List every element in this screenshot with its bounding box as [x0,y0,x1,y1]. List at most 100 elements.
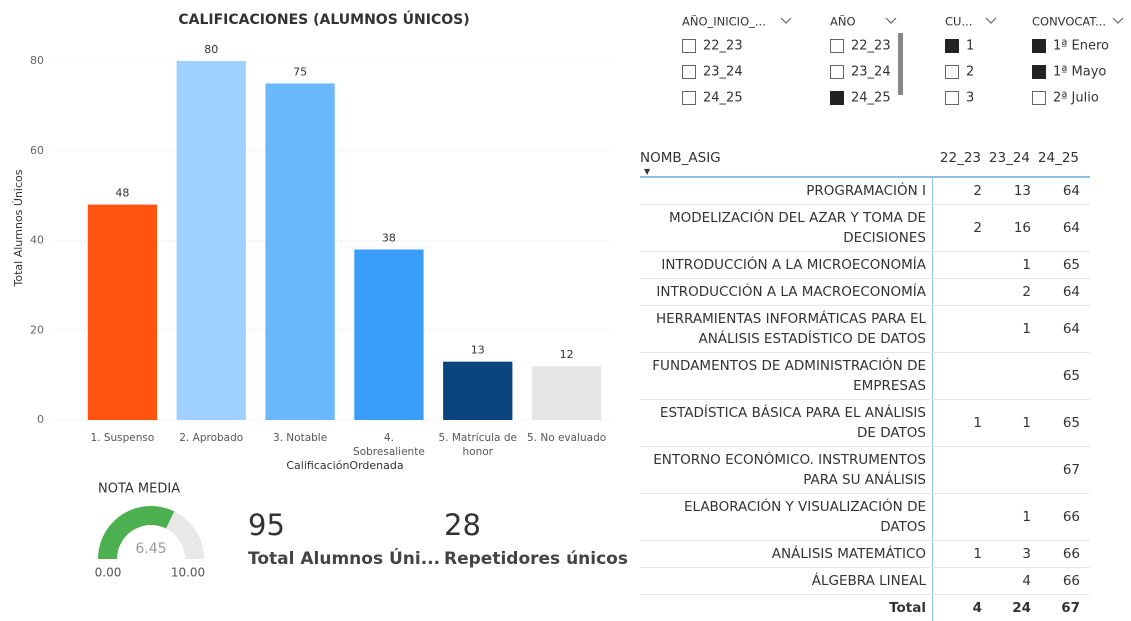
gauge-value: 6.45 [135,541,166,557]
cell-value: 1 [1022,415,1031,431]
slicer-header: AÑO_INICIO_... [682,14,766,29]
slicer-item: 2ª Julio [1053,91,1099,106]
cell-value: 66 [1062,546,1080,562]
data-label: 75 [293,65,307,78]
row-name: ELABORACIÓN Y VISUALIZACIÓN DE DATOS [640,494,933,540]
total-value: 67 [1061,600,1080,616]
card-label: Total Alumnos Úni... [248,547,440,569]
header-row: NOMB_ASIG ▼ 22_23 23_24 24_25 [640,140,1090,178]
cell-value: 64 [1062,321,1080,337]
y-tick-label: 40 [30,234,44,247]
y-axis-label: Total Alumnos Únicos [12,169,25,287]
y-tick-label: 60 [30,144,44,157]
chevrons [780,17,1124,24]
gauge-title: NOTA MEDIA [98,482,180,497]
cell-value: 67 [1062,462,1080,478]
row-name: ANÁLISIS MATEMÁTICO [640,541,933,567]
table-row: HERRAMIENTAS INFORMÁTICAS PARA EL ANÁLIS… [640,306,1090,353]
table-row: ESTADÍSTICA BÁSICA PARA EL ANÁLISIS DE D… [640,400,1090,447]
slicer-header: CONVOCAT... [1032,15,1106,29]
cell-value: 3 [1022,546,1031,562]
total-row: Total 4 24 67 [640,595,1090,621]
cell-value: 2 [973,183,982,199]
row-name: MODELIZACIÓN DEL AZAR Y TOMA DE DECISION… [640,205,933,251]
slicer-item: 1ª Enero [1053,39,1109,54]
column-header: 23_24 [988,150,1030,166]
data-label: 38 [382,231,396,244]
total-value: 24 [1012,600,1031,616]
cell-value: 66 [1062,509,1080,525]
checkbox[interactable] [1032,39,1046,53]
checkbox[interactable] [682,39,696,53]
checkbox[interactable] [1032,65,1046,79]
checkbox[interactable] [945,65,959,79]
checkbox[interactable] [830,65,844,79]
slicer-item: 2 [966,65,974,80]
cell-value: 1 [1022,257,1031,273]
table-row: ENTORNO ECONÓMICO. INSTRUMENTOS PARA SU … [640,447,1090,494]
gauge-track [165,511,204,559]
chevron[interactable] [985,17,997,24]
row-name: INTRODUCCIÓN A LA MACROECONOMÍA [640,279,933,305]
checkbox[interactable] [682,65,696,79]
cell-value: 64 [1062,220,1080,236]
checkbox[interactable] [830,39,844,53]
cell-value: 2 [973,220,982,236]
scrollbar[interactable] [898,33,903,95]
column-header: 24_25 [1037,150,1079,166]
column-header: 22_23 [939,150,981,166]
x-tick-label: 4. Sobresaliente [353,432,425,458]
checkbox[interactable] [1032,91,1046,105]
slicer-item: 22_23 [851,39,891,54]
row-name: ESTADÍSTICA BÁSICA PARA EL ANÁLISIS DE D… [640,400,933,446]
card-value: 95 [248,508,285,542]
row-name: ENTORNO ECONÓMICO. INSTRUMENTOS PARA SU … [640,447,933,493]
x-tick-label: 3. Notable [273,432,327,444]
slicer-item: 23_24 [851,65,891,80]
cell-value: 64 [1062,284,1080,300]
cell-value: 1 [1022,509,1031,525]
x-tick-label: 5. No evaluado [527,432,606,444]
data-label: 12 [560,348,574,361]
row-name: FUNDAMENTOS DE ADMINISTRACIÓN DE EMPRESA… [640,353,933,399]
row-name: INTRODUCCIÓN A LA MICROECONOMÍA [640,252,933,278]
table-row: INTRODUCCIÓN A LA MACROECONOMÍA 2 64 [640,279,1090,306]
row-name: HERRAMIENTAS INFORMÁTICAS PARA EL ANÁLIS… [640,306,933,352]
table: NOMB_ASIG ▼ 22_23 23_24 24_25 PROGRAMACIÓN I 2… [640,140,1090,621]
data-label: 80 [204,43,218,56]
cell-value: 65 [1062,368,1080,384]
cell-value: 64 [1062,183,1080,199]
cell-value: 65 [1062,257,1080,273]
gauge-arc [98,505,175,559]
slicer-header: AÑO [830,14,856,29]
card-value: 28 [444,508,481,542]
cell-value: 16 [1013,220,1031,236]
data-label: 48 [115,187,129,200]
checkbox[interactable] [682,91,696,105]
slicer-item: 3 [966,91,974,106]
table-row: ELABORACIÓN Y VISUALIZACIÓN DE DATOS 1 66 [640,494,1090,541]
total-value: 4 [972,600,982,616]
y-tick-label: 0 [37,413,44,426]
slicer-item: 22_23 [703,39,743,54]
slicer-item: 24_25 [851,91,891,106]
x-tick-label: 1. Suspenso [91,432,155,444]
chart-title: CALIFICACIONES (ALUMNOS ÚNICOS) [178,10,469,28]
chevron[interactable] [885,17,897,24]
cell-value: 1 [1022,321,1031,337]
y-tick-label: 20 [30,323,44,336]
slicer-item: 1ª Mayo [1053,65,1106,80]
checkbox[interactable] [945,91,959,105]
cell-value: 4 [1022,573,1031,589]
bar [531,366,602,420]
gauge-min: 0.00 [95,566,122,579]
chevron[interactable] [780,17,792,24]
row-name: ÁLGEBRA LINEAL [640,568,933,594]
chevron[interactable] [1112,17,1124,24]
checkbox[interactable] [830,91,844,105]
cell-value: 1 [973,546,982,562]
checkbox[interactable] [945,39,959,53]
bar [443,361,513,420]
x-tick-label: 5. Matrícula de honor [439,432,517,458]
gauge-max: 10.00 [171,566,205,579]
